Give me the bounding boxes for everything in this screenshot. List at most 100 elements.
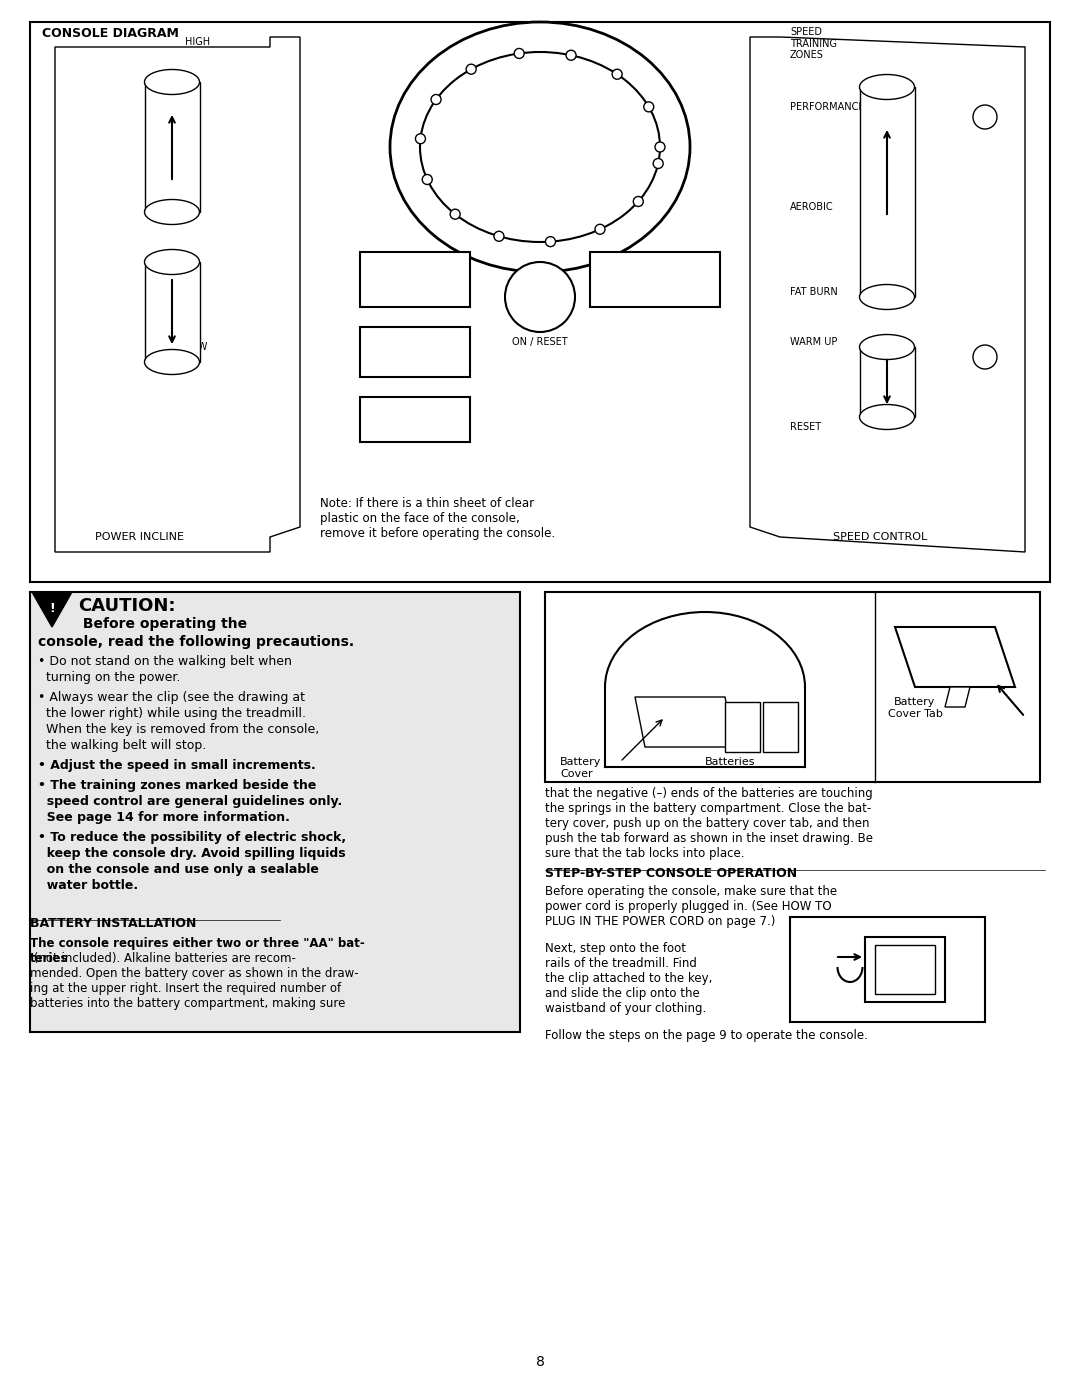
Ellipse shape xyxy=(390,22,690,272)
Text: on the console and use only a sealable: on the console and use only a sealable xyxy=(38,863,319,876)
Ellipse shape xyxy=(860,405,915,429)
Text: turning on the power.: turning on the power. xyxy=(38,671,180,685)
Text: CAUTION:: CAUTION: xyxy=(78,597,175,615)
Bar xyxy=(865,937,945,1002)
Circle shape xyxy=(612,70,622,80)
Bar xyxy=(145,82,200,212)
Text: Before operating the console, make sure that the
power cord is properly plugged : Before operating the console, make sure … xyxy=(545,886,837,928)
Text: (not included). Alkaline batteries are recom-: (not included). Alkaline batteries are r… xyxy=(30,951,296,965)
Ellipse shape xyxy=(420,52,660,242)
Text: !: ! xyxy=(49,602,55,615)
Bar xyxy=(30,592,519,1032)
Ellipse shape xyxy=(860,74,915,99)
Text: Battery
Cover Tab: Battery Cover Tab xyxy=(888,697,943,718)
Circle shape xyxy=(505,263,575,332)
Text: that the negative (–) ends of the batteries are touching
the springs in the batt: that the negative (–) ends of the batter… xyxy=(545,787,873,861)
Polygon shape xyxy=(895,627,1015,687)
Ellipse shape xyxy=(145,200,200,225)
Text: Clip: Clip xyxy=(795,922,818,935)
Text: See page 14 for more information.: See page 14 for more information. xyxy=(38,812,289,824)
Text: PERFORMANCE: PERFORMANCE xyxy=(789,102,864,112)
Ellipse shape xyxy=(145,70,200,95)
Bar xyxy=(590,251,720,307)
Circle shape xyxy=(494,232,504,242)
Circle shape xyxy=(633,197,644,207)
Circle shape xyxy=(450,210,460,219)
Text: AEROBIC: AEROBIC xyxy=(789,203,834,212)
Text: Follow the steps on the page 9 to operate the console.: Follow the steps on the page 9 to operat… xyxy=(545,1030,868,1042)
Text: speed control are general guidelines only.: speed control are general guidelines onl… xyxy=(38,795,342,807)
Text: WARM UP: WARM UP xyxy=(789,337,837,346)
Text: keep the console dry. Avoid spilling liquids: keep the console dry. Avoid spilling liq… xyxy=(38,847,346,861)
Circle shape xyxy=(973,345,997,369)
Text: 5.8: 5.8 xyxy=(390,263,440,291)
Text: Battery
Cover: Battery Cover xyxy=(561,757,602,778)
Text: the walking belt will stop.: the walking belt will stop. xyxy=(38,739,206,752)
Bar xyxy=(30,22,1050,583)
Bar xyxy=(360,397,470,441)
Text: Next, step onto the foot
rails of the treadmill. Find
the clip attached to the k: Next, step onto the foot rails of the tr… xyxy=(545,942,713,1016)
Polygon shape xyxy=(945,687,970,707)
Bar xyxy=(762,703,798,752)
Circle shape xyxy=(566,50,576,60)
Text: Batteries: Batteries xyxy=(705,757,755,767)
Polygon shape xyxy=(635,697,735,747)
Text: PRO•FORM: PRO•FORM xyxy=(492,99,588,115)
Text: TIME: TIME xyxy=(403,367,427,377)
Bar xyxy=(360,327,470,377)
Text: • Adjust the speed in small increments.: • Adjust the speed in small increments. xyxy=(38,759,315,773)
Polygon shape xyxy=(32,592,72,627)
Text: • Always wear the clip (see the drawing at: • Always wear the clip (see the drawing … xyxy=(38,692,305,704)
Text: 2.2: 2.2 xyxy=(393,407,437,432)
Circle shape xyxy=(431,95,441,105)
Text: 8: 8 xyxy=(536,1355,544,1369)
Text: LED Track: LED Track xyxy=(505,149,575,163)
Text: Note: If there is a thin sheet of clear
plastic on the face of the console,
remo: Note: If there is a thin sheet of clear … xyxy=(320,497,555,541)
Text: MPH: MPH xyxy=(370,257,389,265)
Text: LOW: LOW xyxy=(185,342,207,352)
Bar xyxy=(545,592,1040,782)
Text: The console requires either two or three "AA" bat-
teries: The console requires either two or three… xyxy=(30,937,365,965)
Circle shape xyxy=(545,236,555,247)
Ellipse shape xyxy=(860,334,915,359)
Bar xyxy=(875,944,935,995)
Polygon shape xyxy=(55,36,300,552)
Text: • Do not stand on the walking belt when: • Do not stand on the walking belt when xyxy=(38,655,292,668)
Circle shape xyxy=(514,49,524,59)
Polygon shape xyxy=(750,36,1025,552)
Text: HIGH: HIGH xyxy=(185,36,211,47)
Text: RESET: RESET xyxy=(789,422,821,432)
Text: When the key is removed from the console,: When the key is removed from the console… xyxy=(38,724,320,736)
Text: the lower right) while using the treadmill.: the lower right) while using the treadmi… xyxy=(38,707,306,719)
Text: 17:32: 17:32 xyxy=(370,339,459,367)
Text: SPEED: SPEED xyxy=(399,298,431,307)
Text: mended. Open the battery cover as shown in the draw-: mended. Open the battery cover as shown … xyxy=(30,967,359,981)
Text: • The training zones marked beside the: • The training zones marked beside the xyxy=(38,780,316,792)
Text: BATTERY INSTALLATION: BATTERY INSTALLATION xyxy=(30,916,197,930)
Text: console, read the following precautions.: console, read the following precautions. xyxy=(38,636,354,650)
Circle shape xyxy=(467,64,476,74)
Ellipse shape xyxy=(145,250,200,274)
Text: water bottle.: water bottle. xyxy=(38,879,138,893)
Text: ing at the upper right. Insert the required number of: ing at the upper right. Insert the requi… xyxy=(30,982,341,995)
Text: SPEED
TRAINING
ZONES: SPEED TRAINING ZONES xyxy=(789,27,837,60)
Text: ON / RESET: ON / RESET xyxy=(512,337,568,346)
Bar xyxy=(860,346,915,416)
Bar xyxy=(360,251,470,307)
Text: POWER INCLINE: POWER INCLINE xyxy=(95,532,184,542)
Bar xyxy=(789,916,985,1023)
Circle shape xyxy=(422,175,432,184)
Text: STEP-BY-STEP CONSOLE OPERATION: STEP-BY-STEP CONSOLE OPERATION xyxy=(545,868,797,880)
Text: 104: 104 xyxy=(626,263,684,291)
Circle shape xyxy=(654,142,665,152)
Bar xyxy=(860,87,915,298)
Circle shape xyxy=(416,134,426,144)
Bar xyxy=(145,263,200,362)
Text: FAT BURN: FAT BURN xyxy=(789,286,838,298)
Text: • To reduce the possibility of electric shock,: • To reduce the possibility of electric … xyxy=(38,831,346,844)
Text: batteries into the battery compartment, making sure: batteries into the battery compartment, … xyxy=(30,997,346,1010)
Text: SPEED CONTROL: SPEED CONTROL xyxy=(833,532,927,542)
Text: CALS / FAT CALS: CALS / FAT CALS xyxy=(616,298,694,307)
Bar xyxy=(725,703,760,752)
Text: DISTANCE: DISTANCE xyxy=(391,432,440,441)
